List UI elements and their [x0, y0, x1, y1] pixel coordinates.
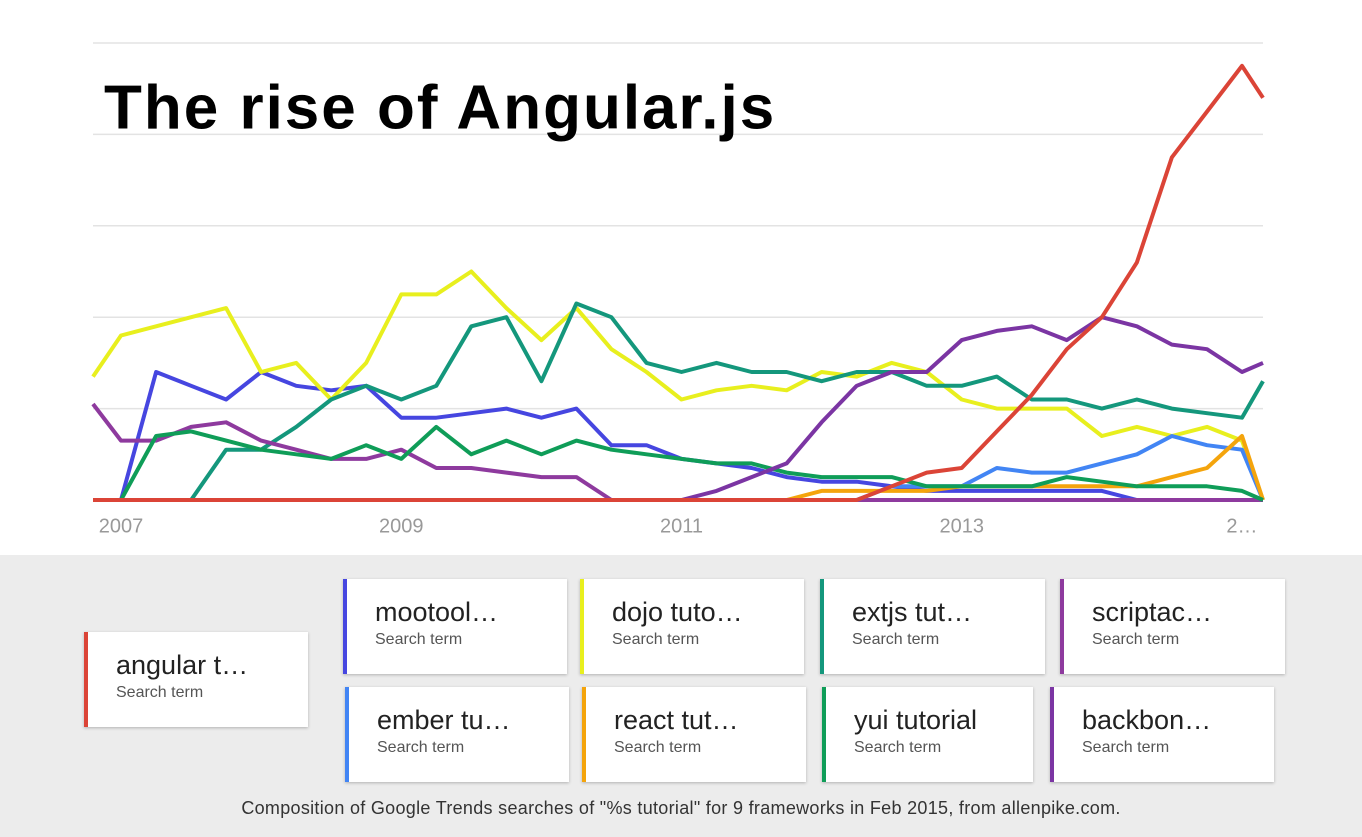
legend-label: backbon… — [1082, 705, 1212, 735]
series-line — [93, 63, 1265, 502]
x-tick-label: 2011 — [660, 515, 703, 537]
series-line — [93, 301, 1265, 502]
legend-card[interactable]: ember tu… Search term — [345, 687, 569, 782]
chart-title: The rise of Angular.js — [104, 73, 776, 142]
legend-card[interactable]: scriptac… Search term — [1060, 579, 1285, 674]
legend-card[interactable]: backbon… Search term — [1050, 687, 1274, 782]
legend-label: react tut… — [614, 705, 739, 735]
legend-caption: Search term — [1082, 739, 1170, 756]
legend-label: scriptac… — [1092, 597, 1213, 627]
series-line — [93, 424, 1264, 502]
caption: Composition of Google Trends searches of… — [241, 798, 1121, 818]
series-line — [91, 269, 1265, 501]
legend-card[interactable]: yui tutorial Search term — [822, 687, 1033, 782]
legend-label: yui tutorial — [854, 705, 978, 735]
legend-caption: Search term — [612, 631, 700, 648]
legend-caption: Search term — [852, 631, 940, 648]
legend-caption: Search term — [854, 739, 942, 756]
x-tick-label: 2007 — [99, 515, 144, 537]
legend-card[interactable]: react tut… Search term — [582, 687, 806, 782]
x-tick-label: 2013 — [939, 515, 984, 537]
legend-caption: Search term — [614, 739, 702, 756]
legend-caption: Search term — [375, 631, 463, 648]
legend-card[interactable]: mootool… Search term — [343, 579, 567, 674]
legend-card[interactable]: dojo tuto… Search term — [580, 579, 804, 674]
legend-card[interactable]: angular t… Search term — [84, 632, 308, 727]
legend-label: mootool… — [375, 597, 499, 627]
legend-label: extjs tut… — [852, 597, 973, 627]
legend-label: angular t… — [116, 650, 249, 680]
legend-caption: Search term — [116, 684, 204, 701]
chart: The rise of Angular.js 2007 2009 2011 2013 2… — [91, 42, 1265, 537]
x-tick-label: 2… — [1226, 515, 1257, 537]
x-tick-label: 2009 — [379, 515, 424, 537]
legend-card[interactable]: extjs tut… Search term — [820, 579, 1045, 674]
legend-label: dojo tuto… — [612, 597, 743, 627]
legend-caption: Search term — [377, 739, 465, 756]
legend-label: ember tu… — [377, 705, 511, 735]
legend-caption: Search term — [1092, 631, 1180, 648]
